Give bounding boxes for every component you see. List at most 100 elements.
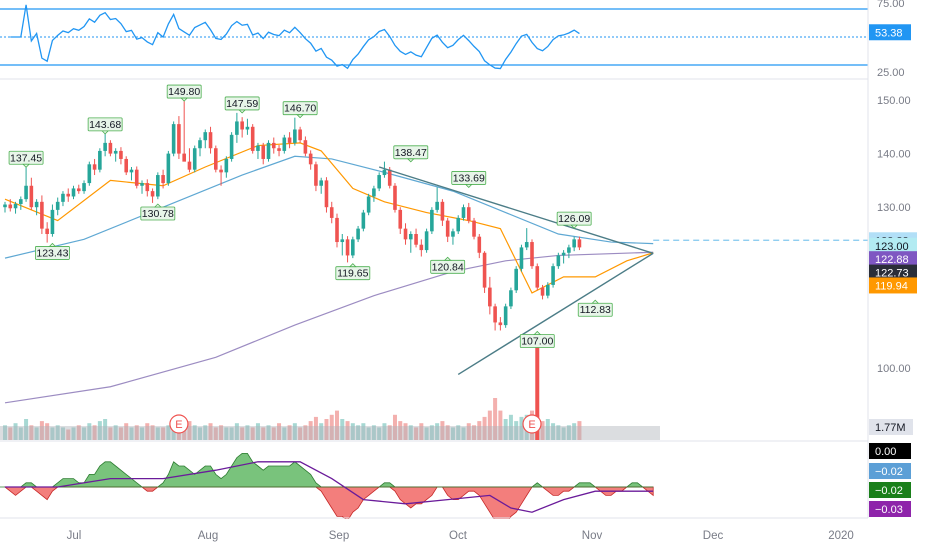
volume-bar [324,419,329,440]
oscillator-value-text: 0.00 [875,446,896,458]
candle-body [519,247,524,269]
volume-bar [208,423,213,440]
candle-body [551,266,555,285]
price-annotation: 123.43 [35,242,70,260]
candle-body [445,220,450,237]
candle-body [329,207,334,218]
volume-bar [392,414,397,440]
volume-bar [197,427,202,440]
volume-bar [445,425,450,440]
candle-body [166,153,171,184]
candle-body [393,185,397,210]
volume-bar [29,425,34,440]
volume-bar [456,425,461,440]
volume-bar [134,425,139,440]
candle-body [76,188,81,192]
annotation-pointer [101,130,110,135]
volume-bar [319,423,324,440]
volume-bar [303,425,308,440]
right-price-axis[interactable]: 75.00 25.00 53.38 150.00 140.00 130.00 100.00 1… [867,0,932,550]
volume-bar [382,423,387,440]
annotation-pointer [348,263,357,268]
candle-body [287,137,292,143]
candle-body [488,287,492,307]
rsi-value-bg [869,24,911,41]
candle-body [361,212,366,229]
candle-body [324,180,329,208]
volume-bar [292,423,297,440]
price-annotation: 112.83 [577,299,613,317]
time-axis-label: Aug [198,530,218,542]
volume-bar [34,427,39,440]
rsi-panel [0,0,932,80]
price-tick-label: 140.00 [877,149,911,161]
candle-body [461,207,466,218]
candle-body [293,129,297,143]
volume-bar [450,427,455,440]
candle-body [282,137,287,151]
candle-body [271,142,276,149]
candle-body [567,247,571,253]
candle-body [140,183,144,186]
oscillator-value-text: −0.02 [875,485,903,497]
time-axis-label: Sep [329,530,349,542]
upper-trendline[interactable] [378,166,654,254]
candle-body [577,239,582,248]
candle-body [55,201,60,210]
volume-bar [229,427,234,440]
annotation-label: 147.59 [226,98,258,110]
volume-bar [103,419,108,440]
time-axis[interactable]: Jul Aug Sep Oct Nov Dec 2020 [0,519,932,550]
volume-bar [76,425,81,440]
candle-body [382,169,387,176]
candle-body [498,322,503,326]
candle-body [240,121,244,130]
volume-bar [45,423,50,440]
candle-body [124,158,129,173]
candle-body [314,164,318,186]
volume-bar [398,421,403,440]
volume-bar [298,427,303,440]
price-annotation: 120.84 [430,256,466,274]
lower-trendline[interactable] [457,252,654,376]
earnings-marker[interactable]: E [169,414,189,434]
candle-body [256,145,260,151]
candle-body [224,158,229,173]
candle-body [419,244,424,251]
candle-body [319,180,323,186]
oscillator-value-badge: −0.02 [869,482,911,498]
volume-bar [361,423,366,440]
annotation-pointer [238,109,247,114]
volume-bar [39,421,44,440]
candle-body [366,196,371,213]
candle-body [92,164,97,170]
price-annotation: 138.47 [393,145,429,163]
volume-bar [461,427,466,440]
candle-body [208,132,213,149]
volume-bar [166,425,171,440]
volume-bar [50,427,55,440]
volume-bar [335,410,340,440]
volume-bar [234,423,239,440]
annotation-pointer [296,114,305,119]
candle-body [145,183,150,192]
oscillator-background [0,442,868,518]
price-annotation: 137.45 [8,150,44,168]
candle-body [403,228,408,240]
rsi-tick-label: 75.00 [877,0,905,10]
candle-body [430,209,434,232]
candle-body [456,217,461,232]
volume-bar [503,419,508,440]
candle-body [424,231,429,251]
volume-bar [277,423,282,440]
candle-body [66,193,71,197]
annotation-pointer [48,242,57,247]
earnings-marker[interactable]: E [522,414,542,434]
volume-bar [408,425,413,440]
volume-bar [414,427,419,440]
candle-body [119,150,123,159]
price-annotation: 146.70 [282,101,318,119]
volume-bar [329,414,334,440]
volume-bar [155,427,160,440]
